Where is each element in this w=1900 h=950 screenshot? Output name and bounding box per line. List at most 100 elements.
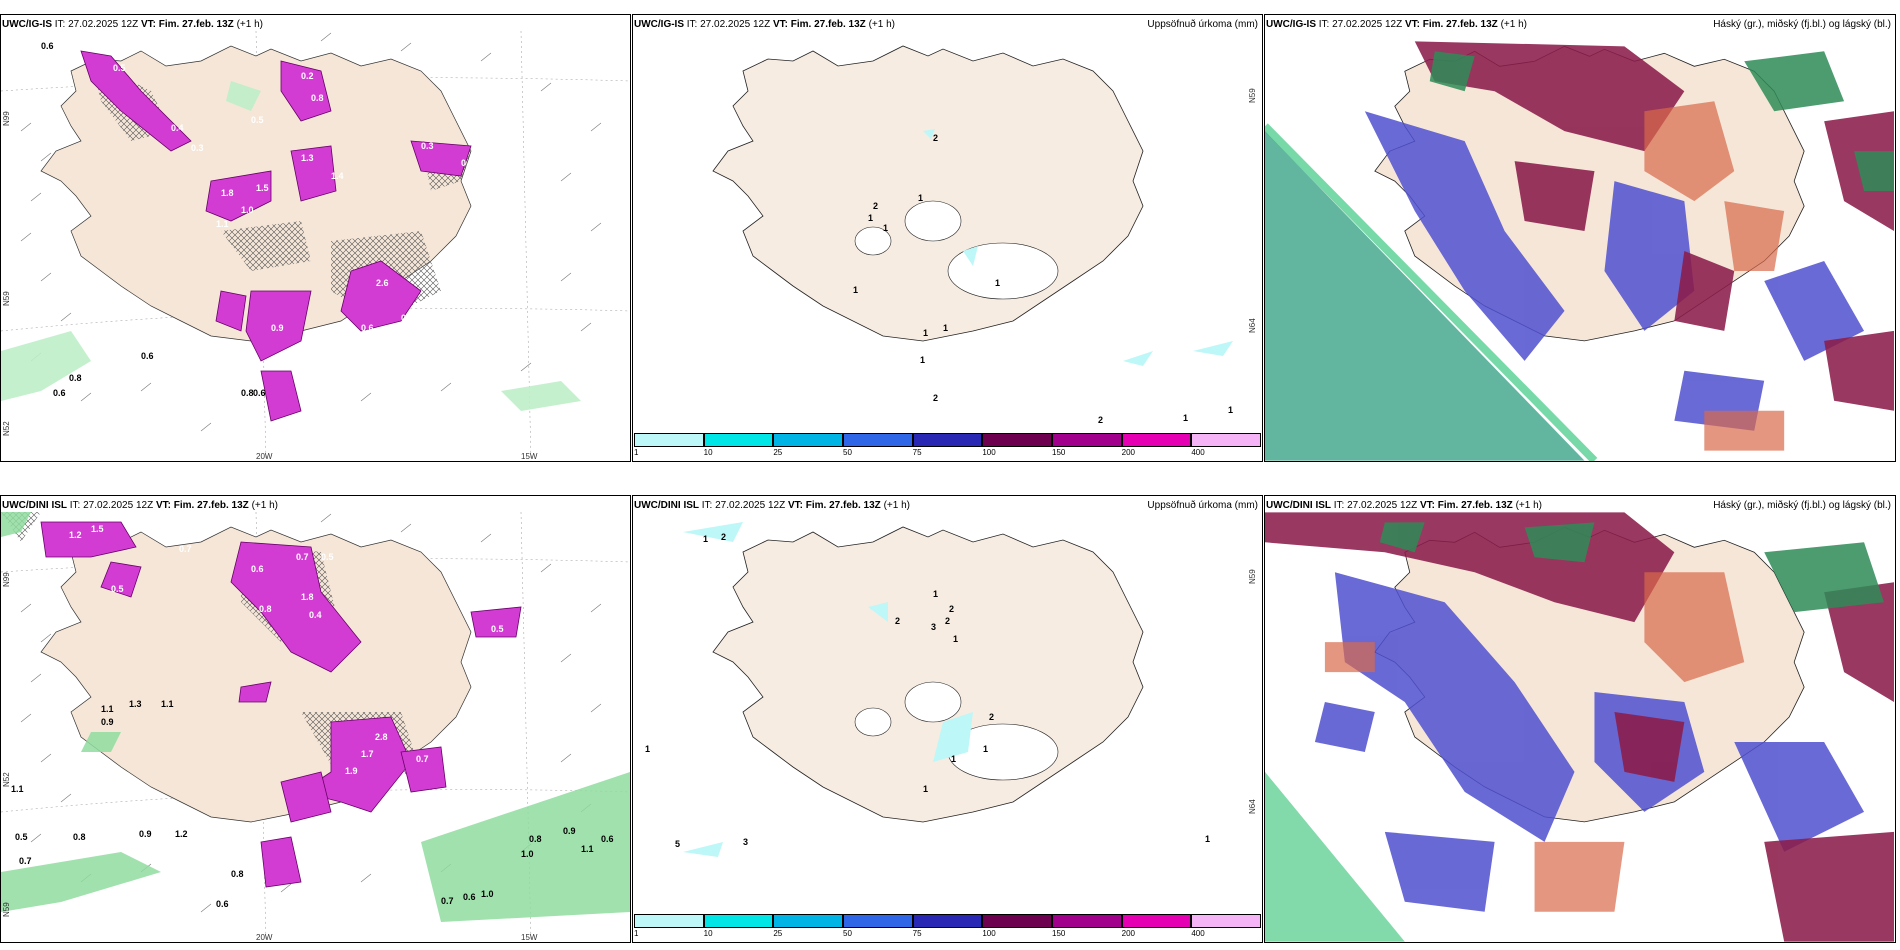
map-precip-wind: 0.6 0.7 0.5 0.4 0.3 0.2 0.8 1.8 1.5 1.0 … bbox=[1, 31, 630, 461]
svg-text:0.8: 0.8 bbox=[69, 373, 82, 383]
svg-text:0.5: 0.5 bbox=[491, 624, 504, 634]
colorbar-tick: 1 bbox=[634, 929, 639, 938]
svg-text:0.3: 0.3 bbox=[421, 141, 434, 151]
svg-text:1: 1 bbox=[920, 355, 925, 365]
colorbar-tick: 200 bbox=[1121, 448, 1136, 457]
svg-text:1.2: 1.2 bbox=[69, 530, 82, 540]
colorbar-tick: 400 bbox=[1191, 929, 1205, 938]
svg-text:20W: 20W bbox=[256, 933, 273, 942]
svg-text:0.6: 0.6 bbox=[463, 892, 476, 902]
high-cloud-area bbox=[1265, 771, 1405, 942]
svg-text:1.5: 1.5 bbox=[256, 183, 269, 193]
svg-text:1.1: 1.1 bbox=[101, 704, 114, 714]
colorbar-tick: 25 bbox=[773, 929, 783, 938]
svg-text:0.6: 0.6 bbox=[601, 834, 614, 844]
product-title: Háský (gr.), miðský (fj.bl.) og lágský (… bbox=[1713, 19, 1891, 30]
colorbar-tick: 1 bbox=[634, 448, 639, 457]
svg-text:0.6: 0.6 bbox=[141, 351, 154, 361]
svg-text:N59: N59 bbox=[2, 291, 11, 306]
colorbar-swatch bbox=[1052, 914, 1122, 928]
map-accum-precip: 1 2 1 2 2 3 1 2 2 1 1 1 5 3 1 1 N59 N64 bbox=[645, 522, 1257, 857]
svg-text:0.8: 0.8 bbox=[311, 93, 324, 103]
colorbar-swatch bbox=[703, 914, 774, 928]
svg-text:1.3: 1.3 bbox=[301, 153, 314, 163]
low-cloud-areas bbox=[1364, 111, 1865, 431]
svg-text:0.8: 0.8 bbox=[259, 604, 272, 614]
precip-labels: 0.6 0.7 0.5 0.4 0.3 0.2 0.8 1.8 1.5 1.0 … bbox=[41, 41, 474, 398]
colorbar-swatch bbox=[634, 914, 704, 928]
map-precip-wind: 1.2 1.5 0.7 0.5 0.8 0.6 1.8 0.7 0.5 0.4 … bbox=[1, 512, 630, 942]
colorbar-swatch bbox=[1052, 433, 1122, 447]
colorbar-swatch bbox=[982, 914, 1052, 928]
svg-text:1.1: 1.1 bbox=[581, 844, 594, 854]
svg-text:20W: 20W bbox=[256, 452, 273, 461]
svg-text:1: 1 bbox=[953, 634, 958, 644]
svg-text:1: 1 bbox=[923, 328, 928, 338]
svg-text:1.3: 1.3 bbox=[129, 699, 142, 709]
precip-labels: 1.2 1.5 0.7 0.5 0.8 0.6 1.8 0.7 0.5 0.4 … bbox=[11, 524, 614, 909]
svg-text:1: 1 bbox=[868, 213, 873, 223]
product-title: Háský (gr.), miðský (fj.bl.) og lágský (… bbox=[1713, 500, 1891, 511]
svg-text:0.7: 0.7 bbox=[296, 552, 309, 562]
svg-text:1.5: 1.5 bbox=[91, 524, 104, 534]
svg-text:1.7: 1.7 bbox=[361, 749, 374, 759]
svg-text:N99: N99 bbox=[2, 111, 11, 126]
svg-text:N52: N52 bbox=[2, 772, 11, 787]
colorbar-swatch bbox=[1121, 433, 1192, 447]
colorbar-tick: 100 bbox=[982, 448, 996, 457]
colorbar-tick: 10 bbox=[703, 929, 713, 938]
svg-text:0.9: 0.9 bbox=[139, 829, 152, 839]
colorbar-tick: 10 bbox=[703, 448, 713, 457]
svg-text:0.7: 0.7 bbox=[91, 41, 104, 51]
colorbar-swatch bbox=[1121, 914, 1192, 928]
colorbar-swatch bbox=[912, 433, 983, 447]
svg-text:0.7: 0.7 bbox=[331, 333, 344, 343]
svg-text:1: 1 bbox=[853, 285, 858, 295]
svg-text:N52: N52 bbox=[2, 421, 11, 436]
colorbar-tick: 75 bbox=[912, 448, 922, 457]
svg-text:0.8: 0.8 bbox=[241, 388, 254, 398]
svg-text:0.6: 0.6 bbox=[251, 564, 264, 574]
svg-text:2: 2 bbox=[933, 133, 938, 143]
panel-header: UWC/DINI ISL IT: 27.02.2025 12Z VT: Fim.… bbox=[634, 500, 910, 511]
panel-header: UWC/DINI ISL IT: 27.02.2025 12Z VT: Fim.… bbox=[1266, 500, 1542, 511]
colorbar-tick: 50 bbox=[843, 448, 852, 457]
svg-text:1.1: 1.1 bbox=[11, 784, 24, 794]
svg-text:0.8: 0.8 bbox=[231, 869, 244, 879]
colorbar-swatch bbox=[1191, 433, 1261, 447]
svg-text:0.9: 0.9 bbox=[563, 826, 576, 836]
svg-text:1.0: 1.0 bbox=[521, 849, 534, 859]
svg-text:1: 1 bbox=[951, 754, 956, 764]
svg-text:1.1: 1.1 bbox=[216, 219, 229, 229]
svg-text:2: 2 bbox=[949, 604, 954, 614]
svg-text:1: 1 bbox=[923, 784, 928, 794]
svg-text:2: 2 bbox=[933, 393, 938, 403]
svg-text:1.8: 1.8 bbox=[221, 188, 234, 198]
colorbar-tick: 100 bbox=[982, 929, 996, 938]
svg-text:2: 2 bbox=[721, 532, 726, 542]
svg-text:2: 2 bbox=[989, 712, 994, 722]
svg-text:0.4: 0.4 bbox=[309, 610, 322, 620]
svg-text:15W: 15W bbox=[521, 933, 538, 942]
svg-text:N59: N59 bbox=[1248, 569, 1257, 584]
iceland-land bbox=[712, 45, 1144, 342]
svg-text:1: 1 bbox=[983, 744, 988, 754]
colorbar-tick: 400 bbox=[1191, 448, 1205, 457]
svg-text:0.9: 0.9 bbox=[271, 323, 284, 333]
colorbar-swatch bbox=[634, 433, 704, 447]
svg-text:0.5: 0.5 bbox=[461, 158, 474, 168]
panel-clouds-igis: UWC/IG-IS IT: 27.02.2025 12Z VT: Fim. 27… bbox=[1264, 14, 1896, 462]
svg-text:5: 5 bbox=[675, 839, 680, 849]
colorbar-swatch bbox=[843, 433, 913, 447]
colorbar-swatch bbox=[1191, 914, 1261, 928]
svg-text:3: 3 bbox=[743, 837, 748, 847]
colorbar-swatch bbox=[703, 433, 774, 447]
svg-text:0.2: 0.2 bbox=[301, 71, 314, 81]
svg-text:0.5: 0.5 bbox=[401, 313, 414, 323]
panel-accum-precip-igis: UWC/IG-IS IT: 27.02.2025 12Z VT: Fim. 27… bbox=[632, 14, 1263, 462]
svg-text:N59: N59 bbox=[2, 902, 11, 917]
colorbar-tick: 75 bbox=[912, 929, 922, 938]
svg-text:1.0: 1.0 bbox=[241, 205, 254, 215]
svg-text:N64: N64 bbox=[1248, 799, 1257, 814]
svg-text:3: 3 bbox=[931, 622, 936, 632]
